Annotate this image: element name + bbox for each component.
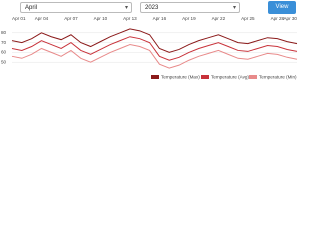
legend-swatch <box>151 75 159 79</box>
month-select[interactable]: April <box>20 2 132 14</box>
x-tick-label: Apr 10 <box>94 16 108 21</box>
series-line <box>11 28 298 53</box>
x-tick-label: Apr 13 <box>123 16 137 21</box>
y-tick-label: 50 <box>1 59 7 64</box>
x-tick-label: Apr 01 <box>12 16 26 21</box>
legend-swatch <box>249 75 257 79</box>
x-tick-label: Apr 19 <box>182 16 196 21</box>
series-line <box>11 36 298 61</box>
x-tick-label: Apr 07 <box>64 16 78 21</box>
legend-label: Temperature (Max) <box>161 75 200 80</box>
page: April 2023 View 50 60 70 80 Apr 01 Apr 04 Apr … <box>0 0 300 83</box>
x-tick-label: Apr 04 <box>35 16 49 21</box>
year-select[interactable]: 2023 <box>140 2 240 14</box>
legend-label: Temperature (Min) <box>259 75 297 80</box>
x-tick-label: Apr 16 <box>153 16 167 21</box>
x-tick-label: Apr 25 <box>241 16 255 21</box>
y-tick-label: 60 <box>1 50 7 55</box>
legend-label: Temperature (Avg) <box>211 75 249 80</box>
series-line <box>11 44 298 69</box>
view-button[interactable]: View <box>268 1 296 14</box>
legend-swatch <box>201 75 209 79</box>
y-tick-label: 80 <box>1 30 7 35</box>
x-tick-label: Apr 28 <box>271 16 285 21</box>
y-tick-label: 70 <box>1 40 7 45</box>
x-tick-label: Apr 30 <box>283 16 297 21</box>
chart: 50 60 70 80 Apr 01 Apr 04 Apr 07 Apr 10 Apr 13 Ap… <box>1 16 298 80</box>
x-tick-label: Apr 22 <box>212 16 226 21</box>
